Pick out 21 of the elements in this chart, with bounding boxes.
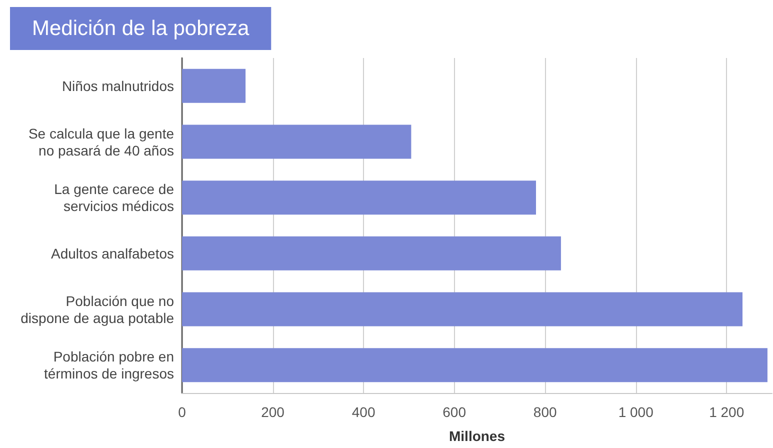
x-tick-label: 200 bbox=[261, 404, 285, 420]
x-tick-label: 400 bbox=[352, 404, 376, 420]
bar bbox=[182, 292, 742, 326]
bar bbox=[182, 348, 768, 382]
bar bbox=[182, 180, 536, 215]
y-tick-label: Adultos analfabetos bbox=[51, 245, 174, 262]
x-tick-label: 800 bbox=[533, 404, 557, 420]
x-tick-label: 1 200 bbox=[709, 404, 744, 420]
chart-title: Medición de la pobreza bbox=[32, 17, 250, 40]
x-axis-title: Millones bbox=[448, 428, 506, 444]
y-tick-label: Población que no dispone de agua potable bbox=[20, 292, 174, 326]
y-tick-label: Niños malnutridos bbox=[62, 78, 174, 94]
x-tick-label: 0 bbox=[178, 404, 186, 420]
y-tick-label: Población pobre en términos de ingresos bbox=[44, 348, 174, 382]
y-tick-label: Se calcula que la gente no pasará de 40 años bbox=[28, 125, 174, 158]
y-tick-label: La gente carece de servicios médicos bbox=[54, 181, 174, 214]
bar bbox=[182, 68, 246, 103]
x-tick-label: 600 bbox=[442, 404, 466, 420]
bar bbox=[182, 124, 412, 159]
bar bbox=[182, 236, 561, 270]
x-tick-label: 1 000 bbox=[618, 404, 654, 420]
